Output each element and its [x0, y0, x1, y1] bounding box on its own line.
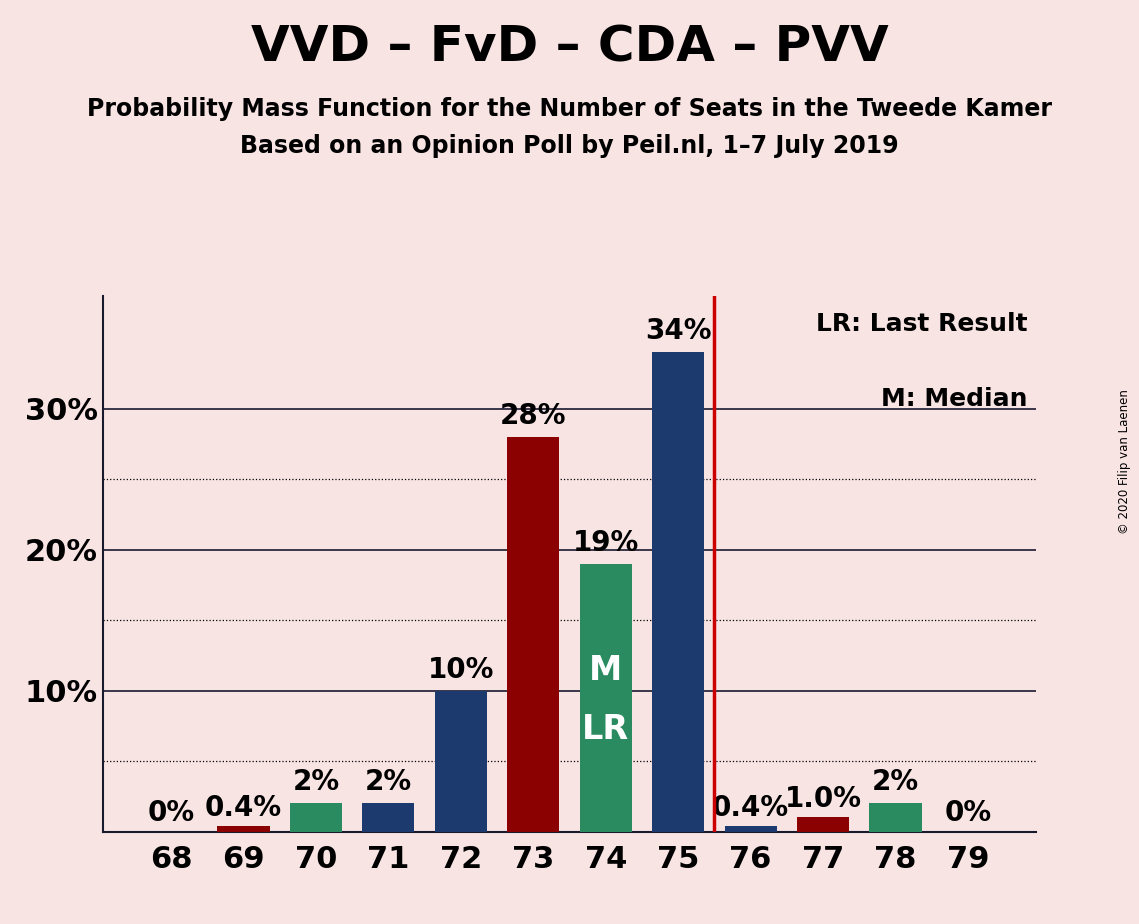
Text: 28%: 28% [500, 402, 566, 430]
Text: M: Median: M: Median [880, 387, 1027, 411]
Text: M: M [589, 654, 622, 687]
Text: 0.4%: 0.4% [712, 794, 789, 821]
Bar [218, 826, 270, 832]
Bar [507, 437, 559, 832]
Bar [362, 803, 415, 832]
Bar [289, 803, 342, 832]
Bar [435, 690, 486, 832]
Text: 1.0%: 1.0% [785, 785, 861, 813]
Text: 19%: 19% [573, 529, 639, 556]
Bar [869, 803, 921, 832]
Bar [724, 826, 777, 832]
Text: 0%: 0% [944, 799, 992, 827]
Text: 2%: 2% [293, 769, 339, 796]
Text: 2%: 2% [872, 769, 919, 796]
Text: 0.4%: 0.4% [205, 794, 282, 821]
Bar [580, 564, 632, 832]
Bar [653, 352, 704, 832]
Bar [797, 818, 850, 832]
Text: 34%: 34% [645, 317, 712, 345]
Text: LR: Last Result: LR: Last Result [816, 311, 1027, 335]
Text: © 2020 Filip van Laenen: © 2020 Filip van Laenen [1118, 390, 1131, 534]
Text: VVD – FvD – CDA – PVV: VVD – FvD – CDA – PVV [251, 23, 888, 71]
Text: 2%: 2% [364, 769, 412, 796]
Text: Based on an Opinion Poll by Peil.nl, 1–7 July 2019: Based on an Opinion Poll by Peil.nl, 1–7… [240, 134, 899, 158]
Text: LR: LR [582, 713, 629, 747]
Text: Probability Mass Function for the Number of Seats in the Tweede Kamer: Probability Mass Function for the Number… [87, 97, 1052, 121]
Text: 0%: 0% [147, 799, 195, 827]
Text: 10%: 10% [427, 655, 494, 684]
